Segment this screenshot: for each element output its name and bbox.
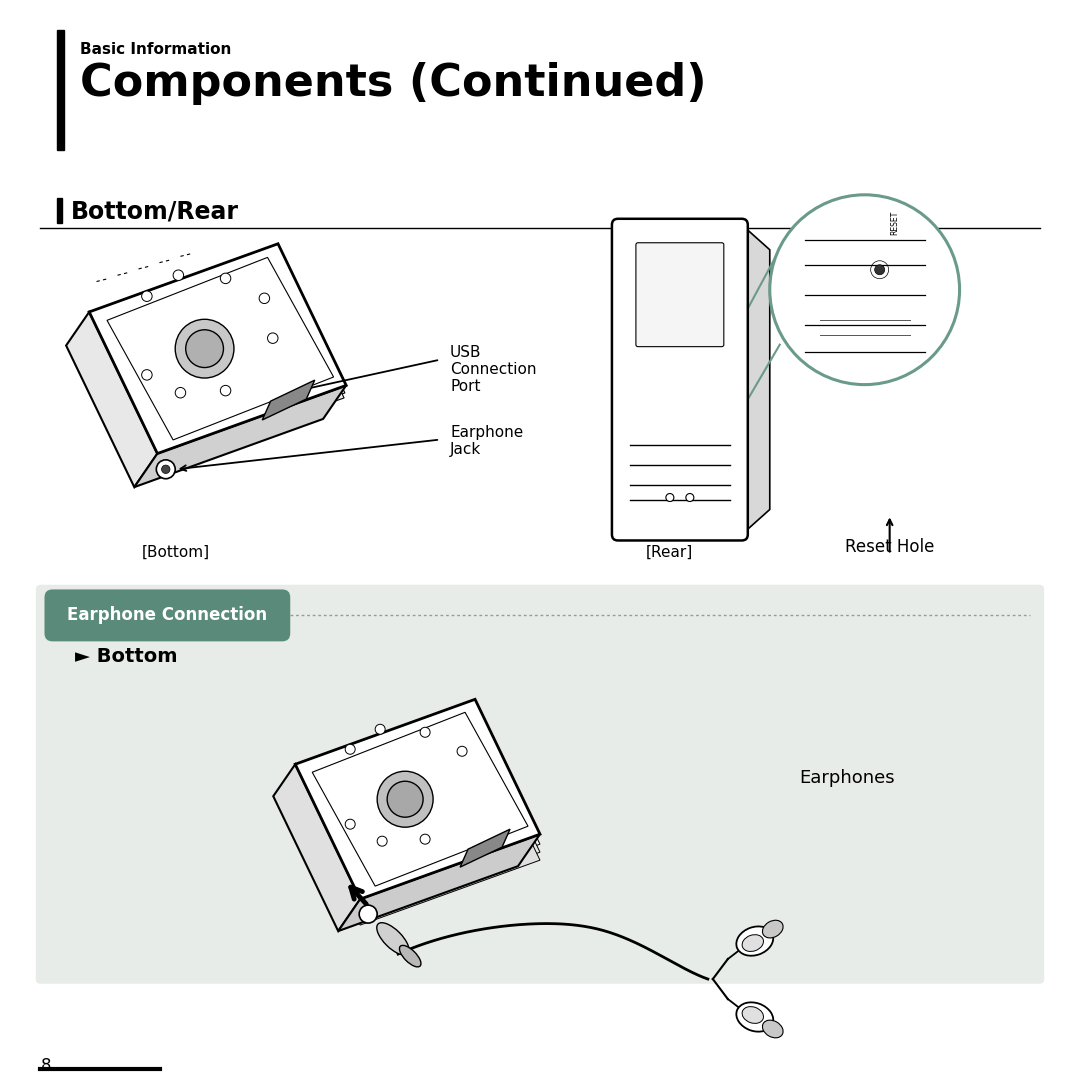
Ellipse shape	[400, 945, 421, 967]
Text: ► Bottom: ► Bottom	[76, 647, 178, 666]
Circle shape	[360, 905, 377, 923]
Bar	[57, 198, 63, 222]
Text: [Bottom]: [Bottom]	[141, 544, 210, 559]
Polygon shape	[107, 257, 334, 440]
Circle shape	[420, 727, 430, 738]
Polygon shape	[338, 834, 540, 931]
Ellipse shape	[742, 1007, 764, 1024]
Circle shape	[387, 781, 423, 818]
Ellipse shape	[377, 922, 409, 955]
Circle shape	[346, 744, 355, 754]
Circle shape	[175, 320, 234, 378]
Circle shape	[157, 460, 175, 478]
Polygon shape	[295, 717, 540, 917]
Circle shape	[875, 265, 885, 274]
Circle shape	[457, 746, 467, 756]
Polygon shape	[83, 256, 345, 467]
Circle shape	[346, 820, 355, 829]
Text: [Rear]: [Rear]	[646, 544, 693, 559]
Text: 8: 8	[40, 1057, 51, 1075]
Circle shape	[173, 270, 184, 281]
FancyBboxPatch shape	[612, 219, 747, 540]
Circle shape	[259, 293, 270, 303]
Text: RESET: RESET	[890, 211, 900, 234]
Ellipse shape	[742, 934, 764, 951]
Polygon shape	[312, 713, 528, 886]
Ellipse shape	[762, 1021, 783, 1038]
Polygon shape	[134, 386, 347, 487]
Circle shape	[770, 194, 960, 384]
Polygon shape	[262, 380, 314, 420]
Text: Reset Hole: Reset Hole	[845, 539, 934, 556]
Polygon shape	[66, 312, 158, 487]
Circle shape	[141, 291, 152, 301]
FancyBboxPatch shape	[37, 585, 1043, 983]
Text: Components (Continued): Components (Continued)	[80, 62, 707, 105]
Polygon shape	[295, 700, 540, 900]
Polygon shape	[90, 244, 347, 454]
Circle shape	[375, 725, 386, 734]
Polygon shape	[460, 829, 510, 867]
Text: Bottom/Rear: Bottom/Rear	[70, 200, 239, 224]
Text: Basic Information: Basic Information	[80, 42, 232, 57]
Text: Earphones: Earphones	[800, 769, 895, 787]
Polygon shape	[273, 765, 360, 931]
Ellipse shape	[737, 1002, 773, 1031]
Polygon shape	[295, 726, 540, 926]
Ellipse shape	[762, 920, 783, 937]
Ellipse shape	[737, 927, 773, 956]
Circle shape	[686, 494, 693, 501]
Circle shape	[666, 494, 674, 501]
Circle shape	[186, 329, 224, 367]
Bar	[57, 30, 65, 150]
Text: Earphone
Jack: Earphone Jack	[450, 424, 524, 457]
Circle shape	[162, 465, 170, 473]
Text: Earphone Connection: Earphone Connection	[67, 606, 268, 624]
Circle shape	[377, 771, 433, 827]
Polygon shape	[295, 710, 540, 909]
FancyBboxPatch shape	[636, 243, 724, 347]
Circle shape	[141, 369, 152, 380]
Circle shape	[420, 834, 430, 845]
Circle shape	[268, 333, 278, 343]
Circle shape	[220, 273, 231, 284]
Circle shape	[220, 386, 231, 396]
Circle shape	[175, 388, 186, 397]
Polygon shape	[85, 252, 345, 461]
Polygon shape	[742, 225, 770, 535]
FancyBboxPatch shape	[44, 590, 291, 642]
Text: USB
Connection
Port: USB Connection Port	[450, 345, 537, 394]
Circle shape	[377, 836, 387, 846]
